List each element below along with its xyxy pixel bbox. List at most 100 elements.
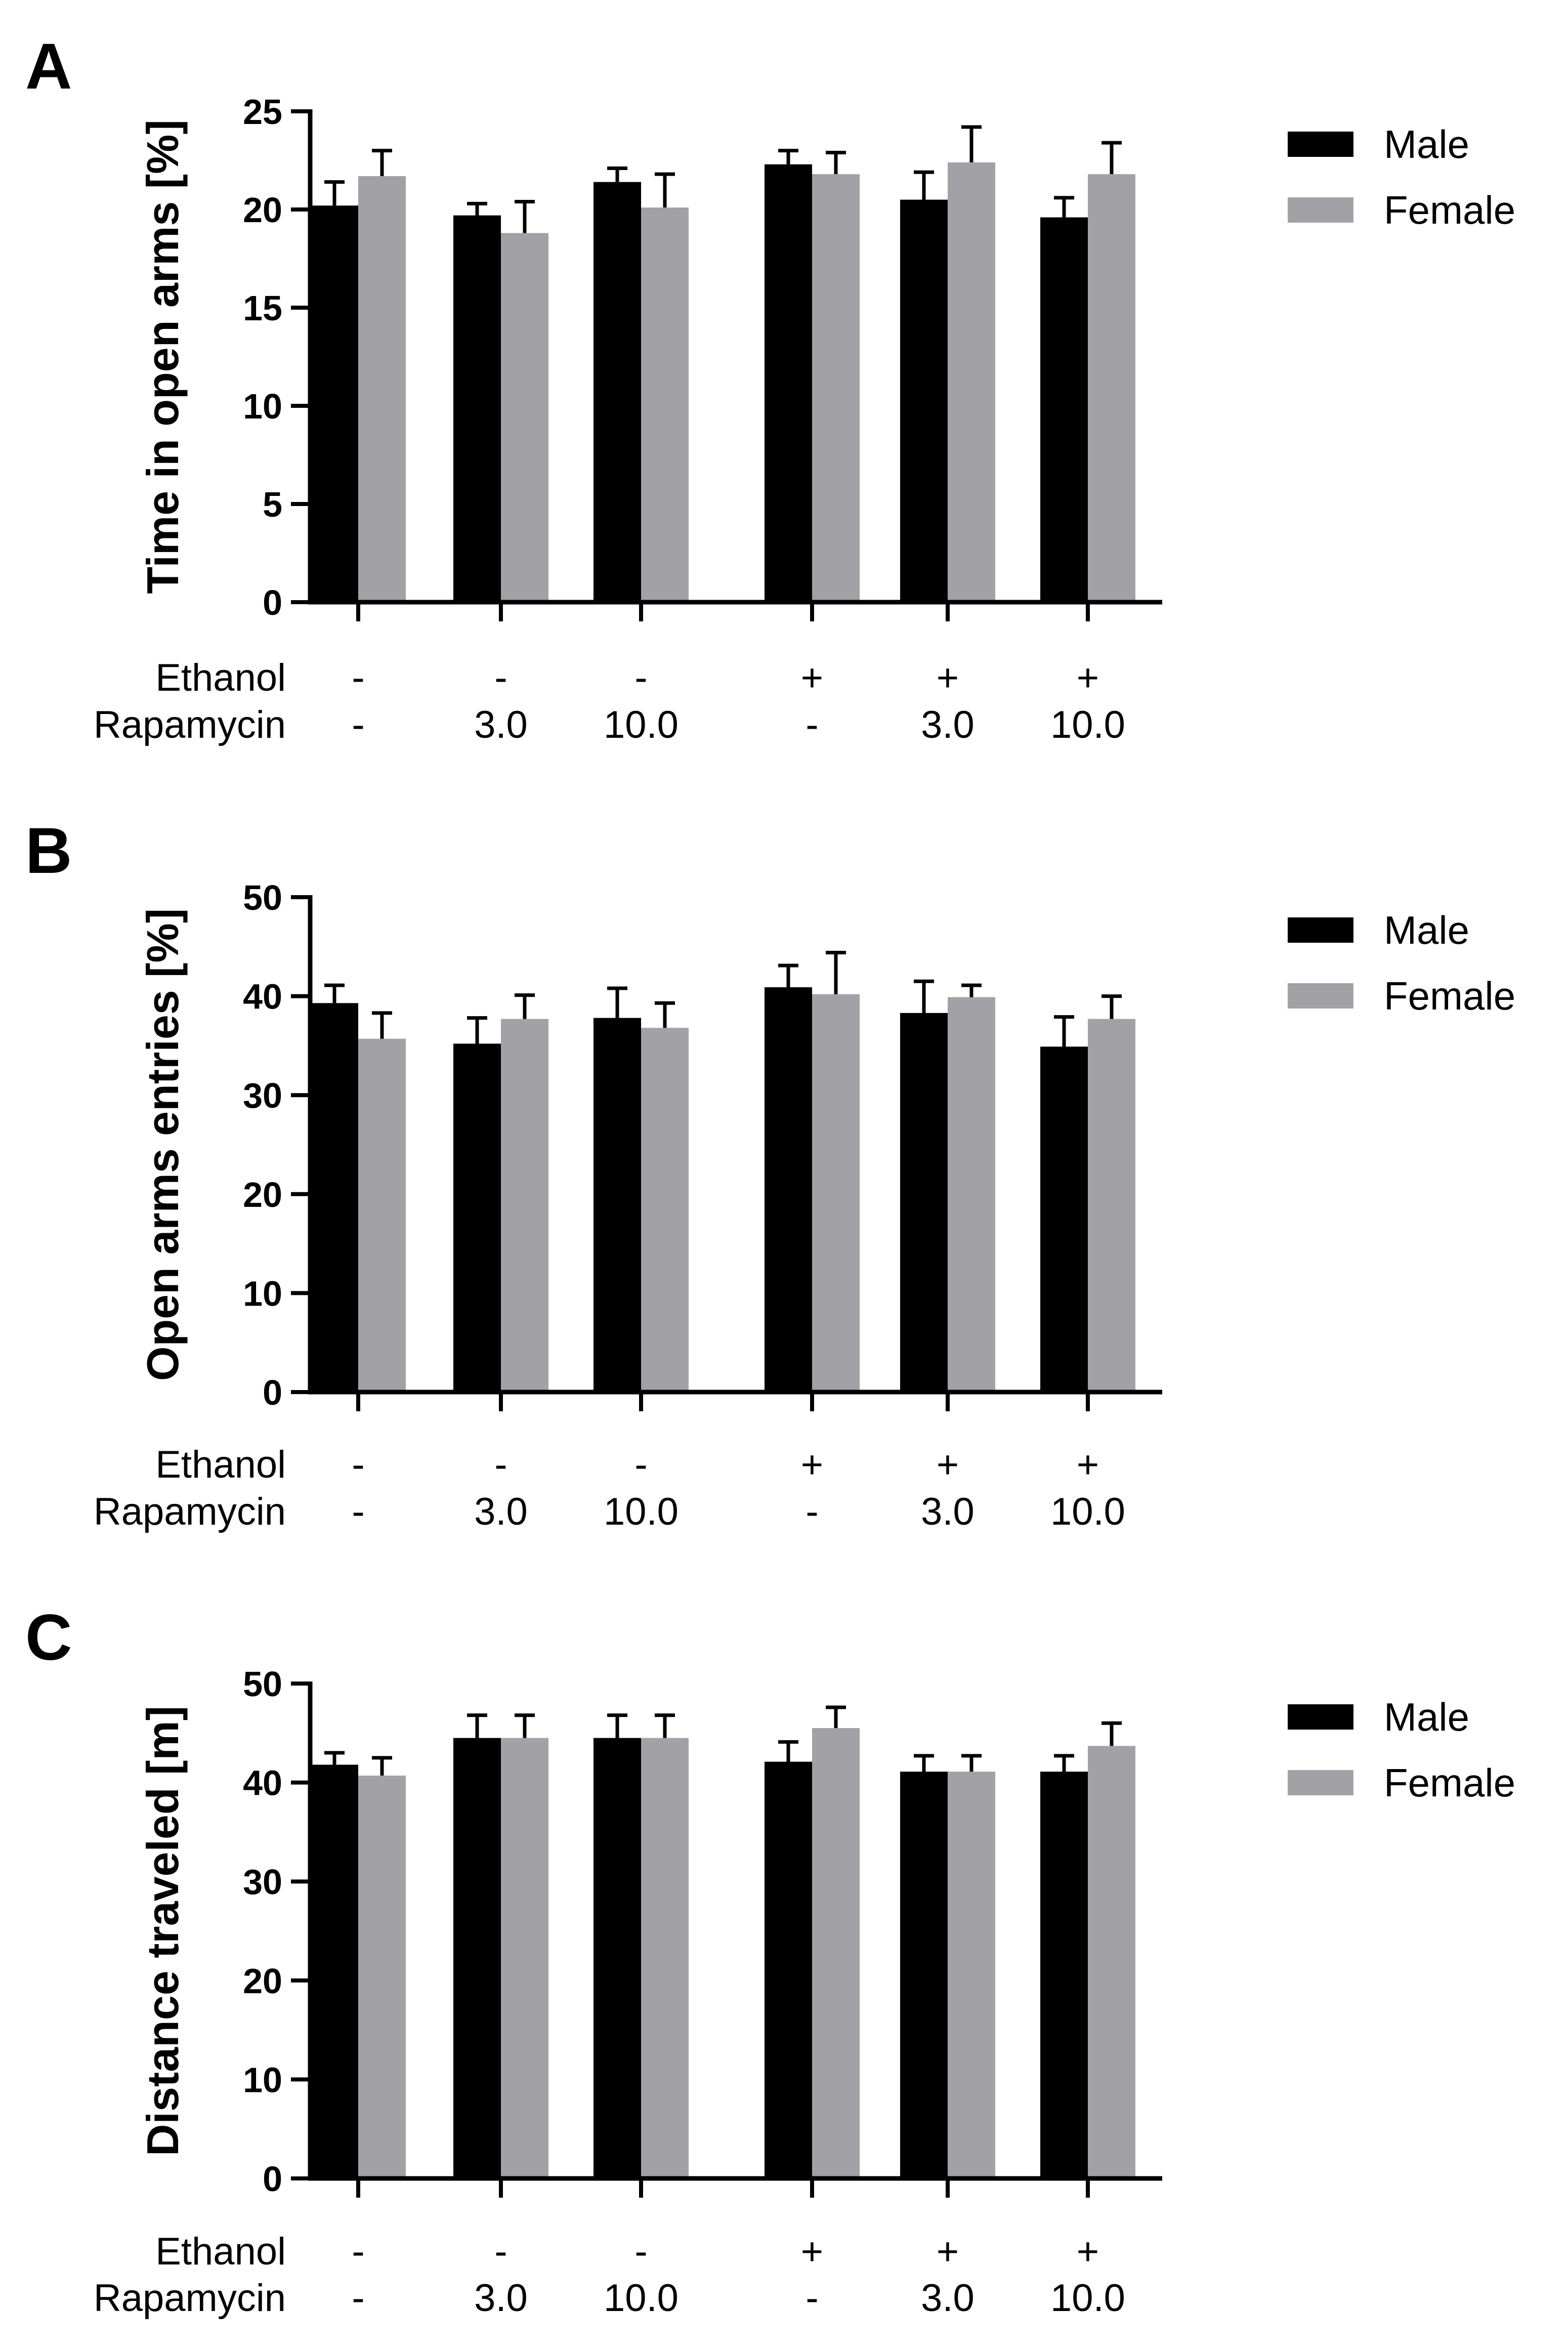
y-tick-label: 15 (243, 288, 282, 328)
bar-female (948, 162, 995, 602)
chart-panel-c: C Distance traveled [m] 0 10 20 30 40 50 Ethanol… (25, 1602, 1515, 2320)
y-tick-label: 30 (243, 1862, 282, 1902)
legend-swatch-female (1288, 197, 1353, 223)
y-tick-label: 20 (243, 1175, 282, 1214)
condition-value: 3.0 (921, 1490, 974, 1533)
condition-value: - (806, 703, 818, 746)
y-tick-label: 50 (243, 1664, 282, 1704)
bar-male (900, 1013, 948, 1392)
legend-label-male: Male (1384, 908, 1469, 952)
condition-value: - (494, 1443, 507, 1486)
y-axis-title: Distance traveled [m] (138, 1706, 188, 2156)
bar-male (453, 1043, 501, 1392)
condition-value: - (806, 2277, 818, 2320)
condition-value: 3.0 (474, 703, 528, 746)
condition-value: - (352, 656, 364, 699)
bar-male (594, 1018, 641, 1392)
y-tick-label: 0 (263, 583, 282, 622)
chart-panel-b: B Open arms entries [%] 0 10 20 30 40 50 Ethanol… (25, 815, 1515, 1533)
bar-female (948, 997, 995, 1392)
condition-value: 10.0 (604, 703, 679, 746)
bar-female (1088, 1746, 1135, 2178)
bar-male (1040, 1772, 1088, 2178)
bar-female (641, 207, 689, 602)
bar-male (453, 215, 501, 602)
condition-value: + (937, 1443, 959, 1486)
condition-value: + (1077, 656, 1099, 699)
condition-value: - (352, 703, 364, 746)
condition-value: - (806, 1490, 818, 1533)
panel-letter: C (25, 1602, 72, 1674)
bar-female (501, 233, 548, 602)
condition-label-ethanol: Ethanol (155, 656, 286, 699)
legend-swatch-female (1288, 983, 1353, 1009)
condition-value: - (352, 1443, 364, 1486)
condition-value: + (937, 656, 959, 699)
legend-swatch-male (1288, 917, 1353, 943)
legend-label-male: Male (1384, 1695, 1469, 1739)
condition-value: - (494, 656, 507, 699)
bar-male (594, 1738, 641, 2178)
bar-female (358, 1775, 406, 2178)
y-tick-label: 10 (243, 1274, 282, 1313)
bar-male (1040, 1046, 1088, 1392)
condition-value: + (1077, 2230, 1099, 2273)
condition-value: 10.0 (604, 2277, 679, 2320)
y-tick-label: 40 (243, 1763, 282, 1803)
bar-female (812, 1728, 860, 2178)
condition-value: 10.0 (1050, 703, 1125, 746)
bar-male (765, 164, 812, 602)
legend-label-female: Female (1384, 974, 1515, 1018)
y-tick-label: 10 (243, 387, 282, 426)
y-tick-label: 30 (243, 1076, 282, 1115)
y-tick-label: 0 (263, 1373, 282, 1412)
bar-male (900, 199, 948, 603)
y-tick-label: 10 (243, 2060, 282, 2099)
legend-label-female: Female (1384, 1760, 1515, 1805)
bar-male (594, 182, 641, 602)
y-tick-label: 20 (243, 1961, 282, 2001)
bar-male (311, 1765, 358, 2178)
condition-value: + (801, 2230, 823, 2273)
bar-female (1088, 174, 1135, 602)
y-tick-label: 40 (243, 977, 282, 1017)
legend-label-female: Female (1384, 188, 1515, 232)
y-axis-title: Time in open arms [%] (138, 119, 188, 594)
condition-value: - (494, 2230, 507, 2273)
condition-value: 3.0 (474, 2277, 528, 2320)
legend-label-male: Male (1384, 122, 1469, 166)
bar-male (453, 1738, 501, 2178)
y-tick-label: 25 (243, 92, 282, 132)
legend-swatch-female (1288, 1770, 1353, 1795)
condition-value: - (352, 2230, 364, 2273)
condition-label-rapamycin: Rapamycin (94, 703, 286, 746)
bar-female (358, 1038, 406, 1392)
condition-label-ethanol: Ethanol (155, 2230, 286, 2273)
y-tick-label: 5 (263, 485, 282, 524)
condition-value: 10.0 (604, 1490, 679, 1533)
y-tick-label: 20 (243, 190, 282, 230)
chart-panel-a: A Time in open arms [%] 0 5 10 15 20 25 Ethanol -… (25, 30, 1515, 746)
condition-value: 10.0 (1050, 1490, 1125, 1533)
condition-label-rapamycin: Rapamycin (94, 2277, 286, 2320)
bar-female (501, 1738, 548, 2178)
bar-female (812, 174, 860, 602)
condition-value: - (634, 1443, 647, 1486)
condition-value: + (937, 2230, 959, 2273)
condition-value: 3.0 (474, 1490, 528, 1533)
panel-letter: B (25, 815, 72, 887)
bar-female (501, 1019, 548, 1392)
bar-male (900, 1772, 948, 2178)
bar-female (358, 176, 406, 602)
y-tick-label: 50 (243, 878, 282, 917)
condition-value: + (801, 1443, 823, 1486)
bar-male (765, 987, 812, 1392)
bar-female (948, 1772, 995, 2178)
condition-value: 3.0 (921, 2277, 974, 2320)
y-axis-title: Open arms entries [%] (138, 908, 188, 1381)
condition-value: - (352, 2277, 364, 2320)
condition-label-rapamycin: Rapamycin (94, 1490, 286, 1533)
bar-male (1040, 217, 1088, 602)
condition-value: + (1077, 1443, 1099, 1486)
